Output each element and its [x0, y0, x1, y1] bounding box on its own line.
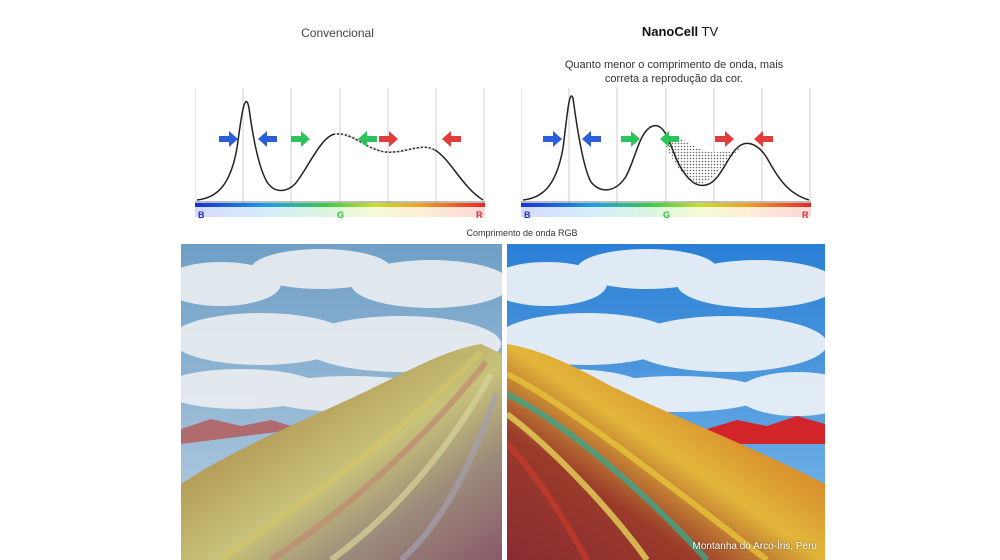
- spectrum-bar: [521, 203, 811, 207]
- nanocell-photo: Montanha do Arco-Íris, Peru: [507, 244, 825, 560]
- green-arrow-right-icon: [291, 131, 310, 147]
- axis-caption: Comprimento de onda RGB: [466, 228, 578, 238]
- nanocell-subtitle: Quanto menor o comprimento de onda, mais…: [558, 58, 790, 86]
- green-arrow-right-icon: [621, 131, 640, 147]
- axis-label-r: R: [802, 210, 809, 220]
- blue-arrow-right-icon: [219, 131, 238, 147]
- nanocell-suffix: TV: [698, 24, 719, 39]
- nanocell-brand: NanoCell: [641, 24, 699, 39]
- red-arrow-left-icon: [754, 131, 773, 147]
- axis-label-g: G: [337, 210, 345, 220]
- blue-arrow-right-icon: [543, 131, 562, 147]
- axis-label-r: R: [476, 210, 483, 220]
- red-arrow-right-icon: [715, 131, 734, 147]
- rainbow-mountain: [181, 344, 502, 560]
- red-arrow-right-icon: [379, 131, 398, 147]
- filtered-region: [661, 135, 749, 185]
- red-arrow-left-icon: [442, 131, 461, 147]
- subtitle-line-2: correta a reprodução da cor.: [604, 73, 744, 85]
- green-arrow-left-icon: [358, 131, 377, 147]
- rainbow-mountain: [507, 344, 825, 560]
- axis-label-b: B: [524, 210, 531, 220]
- conventional-spectrum-chart: B G R: [195, 88, 485, 223]
- blue-arrow-left-icon: [258, 131, 277, 147]
- subtitle-line-1: Quanto menor o comprimento de onda, mais: [564, 59, 784, 71]
- photo-caption: Montanha do Arco-Íris, Peru: [692, 541, 817, 552]
- conventional-photo: [181, 244, 502, 560]
- spectrum-bar: [195, 203, 485, 207]
- conventional-title: Convencional: [301, 26, 374, 40]
- grid-lines: [195, 88, 485, 203]
- axis-label-b: B: [198, 210, 205, 220]
- axis-label-g: G: [663, 210, 671, 220]
- green-arrow-left-icon: [660, 131, 679, 147]
- nanocell-spectrum-curve: [522, 95, 810, 201]
- nanocell-spectrum-chart: B G R: [521, 88, 811, 223]
- blue-arrow-left-icon: [582, 131, 601, 147]
- nanocell-title: NanoCell TV: [560, 24, 800, 39]
